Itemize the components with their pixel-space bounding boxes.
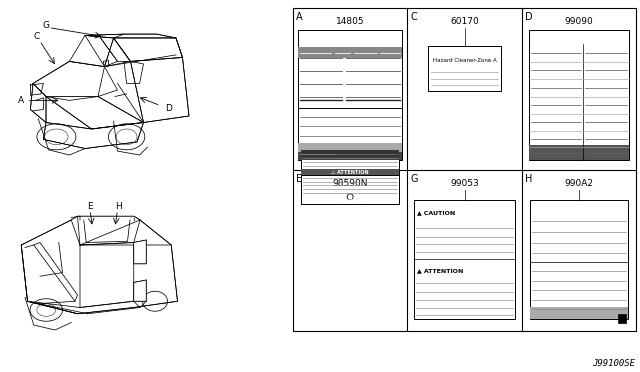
Text: 99053: 99053 [450, 179, 479, 188]
Bar [529, 145, 629, 160]
Bar [618, 314, 626, 323]
Polygon shape [131, 58, 189, 122]
Text: ▲ CAUTION: ▲ CAUTION [417, 210, 456, 215]
Text: 60170: 60170 [450, 17, 479, 26]
Bar [339, 189, 362, 204]
Text: C: C [34, 32, 40, 41]
Polygon shape [31, 83, 46, 122]
Text: G: G [410, 173, 418, 183]
Bar [298, 143, 403, 160]
Text: H: H [525, 173, 532, 183]
Bar [298, 47, 403, 58]
Text: E: E [87, 202, 93, 211]
Polygon shape [134, 240, 147, 264]
Text: D: D [525, 12, 532, 22]
Text: Hazard Cleaner-Zone A: Hazard Cleaner-Zone A [433, 58, 497, 63]
Polygon shape [69, 35, 114, 67]
Text: E: E [296, 173, 302, 183]
Text: C: C [410, 12, 417, 22]
Polygon shape [44, 122, 143, 148]
Text: A: A [18, 96, 24, 105]
Bar [428, 46, 501, 91]
Polygon shape [33, 61, 118, 96]
Bar [298, 30, 403, 160]
Bar [293, 8, 636, 331]
Bar [301, 150, 399, 157]
Bar [298, 143, 403, 152]
Polygon shape [134, 280, 147, 301]
Text: 990A2: 990A2 [564, 179, 593, 188]
Polygon shape [46, 96, 143, 129]
Bar [301, 169, 399, 175]
Text: 98590N: 98590N [332, 179, 368, 188]
Text: D: D [166, 104, 172, 113]
Bar [530, 199, 628, 319]
Text: ▲ ATTENTION: ▲ ATTENTION [417, 269, 464, 274]
Circle shape [347, 194, 353, 200]
Text: H: H [115, 202, 122, 211]
Polygon shape [21, 220, 177, 314]
Bar [301, 150, 399, 204]
Bar [530, 307, 628, 319]
Text: G: G [42, 20, 49, 29]
Bar [414, 199, 515, 319]
Text: 99090: 99090 [564, 17, 593, 26]
Bar [529, 30, 629, 160]
Text: ⚠ WARNING: ⚠ WARNING [332, 198, 368, 203]
Polygon shape [114, 38, 182, 61]
Polygon shape [85, 34, 176, 38]
Text: A: A [296, 12, 303, 22]
Text: J99100SE: J99100SE [592, 359, 635, 369]
Text: ⚠ ATTENTION: ⚠ ATTENTION [332, 170, 369, 174]
Text: 14805: 14805 [336, 17, 364, 26]
Polygon shape [71, 216, 140, 245]
